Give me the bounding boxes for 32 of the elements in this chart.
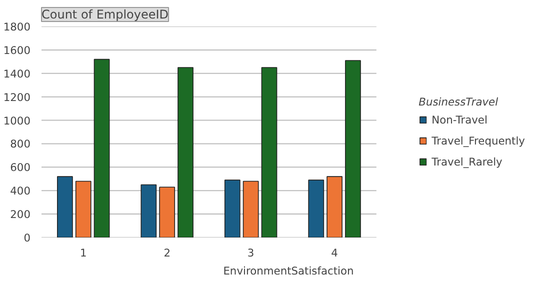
- bar: [94, 58, 110, 238]
- y-tick-label: 600: [10, 161, 31, 174]
- legend-label: Travel_Rarely: [432, 155, 502, 168]
- y-tick-label: 1400: [3, 67, 31, 80]
- y-tick-label: 0: [24, 232, 31, 244]
- bar: [140, 184, 157, 238]
- x-tick-label: 2: [164, 246, 170, 260]
- bar: [224, 180, 240, 238]
- bar: [159, 186, 176, 238]
- bar: [57, 176, 73, 238]
- x-tick-label: 4: [331, 246, 338, 260]
- y-tick-label: 1200: [3, 90, 31, 104]
- y-tick-label: 200: [10, 208, 31, 222]
- y-tick-label: 800: [10, 138, 31, 151]
- bar: [308, 180, 324, 238]
- y-tick-label: 1600: [3, 44, 31, 57]
- x-tick-label: 3: [247, 246, 254, 260]
- chart-title: Count of EmployeeID: [42, 8, 169, 22]
- legend-label: Travel_Frequently: [432, 134, 525, 147]
- y-tick-label: 1000: [3, 114, 31, 128]
- bar: [178, 67, 194, 238]
- bar: [326, 176, 342, 238]
- bar: [75, 180, 92, 238]
- y-tick-label: 400: [10, 184, 31, 198]
- bar: [345, 60, 361, 238]
- y-tick-label: 1800: [3, 20, 31, 34]
- bar: [242, 180, 259, 238]
- legend-title: BusinessTravel: [418, 95, 500, 108]
- x-tick-label: 1: [80, 246, 87, 260]
- legend-label: Non-Travel: [432, 113, 488, 126]
- bar: [261, 67, 278, 238]
- x-axis-title: EnvironmentSatisfaction: [223, 264, 354, 278]
